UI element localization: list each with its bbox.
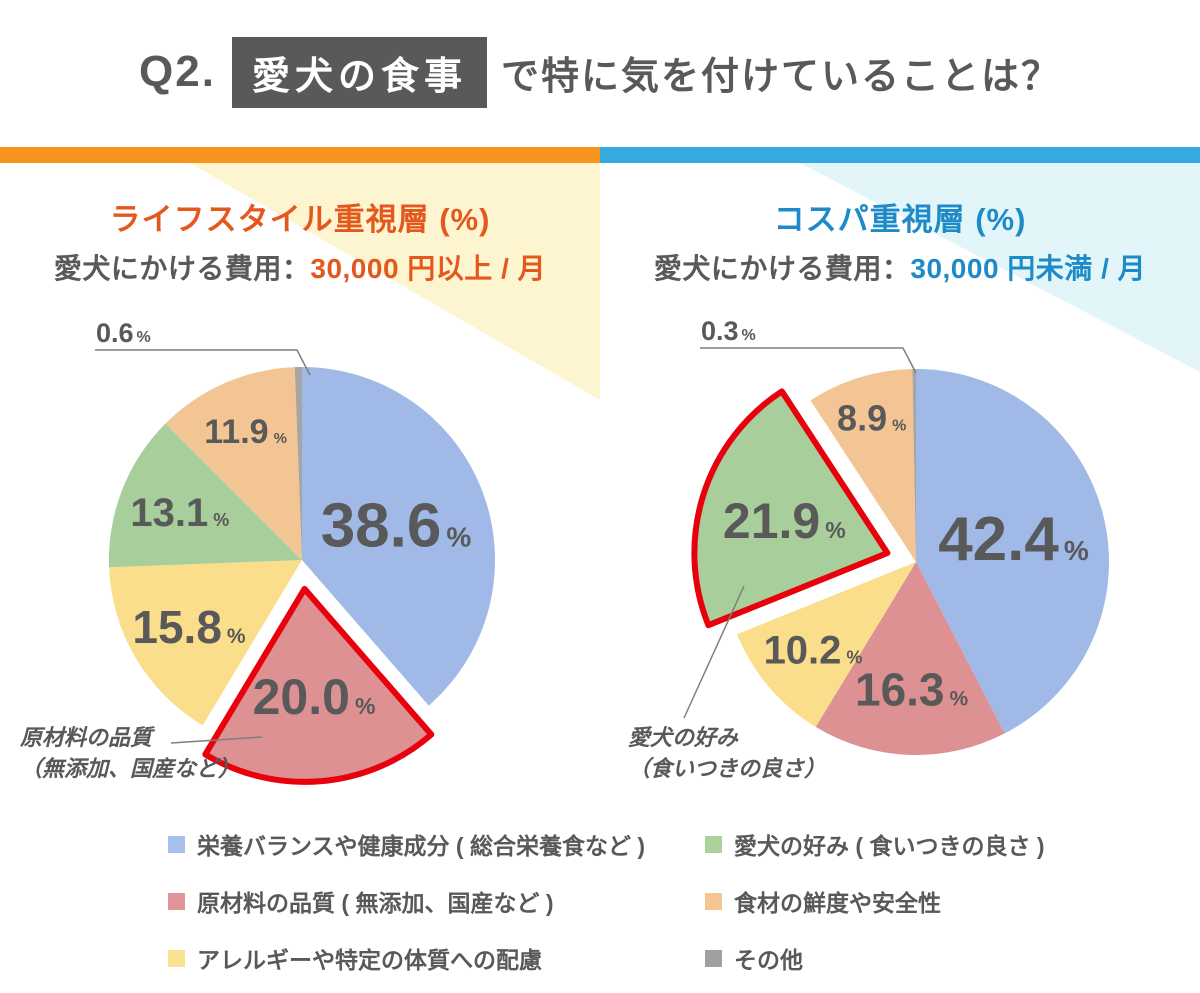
- leader-line: [95, 349, 311, 376]
- small-percent-label: 0.6%: [96, 318, 151, 348]
- legend-label: 原材料の品質 ( 無添加、国産など ): [197, 890, 554, 916]
- left-callout-label: 原材料の品質 （無添加、国産など）: [20, 722, 240, 784]
- left-callout-line2: （無添加、国産など）: [20, 756, 241, 781]
- question-header: Q2. 愛犬の食事 で特に気を付けていることは？: [0, 36, 1200, 108]
- left-panel-subtitle: 愛犬にかける費用：30,000 円以上 / 月: [0, 247, 600, 287]
- question-highlight-box: 愛犬の食事: [231, 36, 487, 108]
- pie-slice: [916, 369, 1109, 734]
- right-panel-subtitle: 愛犬にかける費用：30,000 円未満 / 月: [600, 247, 1200, 287]
- right-callout-label: 愛犬の好み （食いつきの良さ）: [628, 722, 826, 784]
- legend-swatch-blue: [168, 835, 185, 853]
- legend-label: アレルギーや特定の体質への配慮: [197, 947, 542, 973]
- pie-chart-0: 38.6 %20.0 %15.8 %13.1 %11.9 %0.6%: [95, 318, 496, 785]
- legend-swatch-red: [168, 892, 185, 910]
- right-subtitle-value: 30,000 円未満 / 月: [910, 253, 1147, 284]
- pie-slice: [108, 423, 302, 568]
- leader-line: [700, 347, 917, 374]
- legend-item: 愛犬の好み ( 食いつきの良さ ): [705, 827, 1045, 861]
- question-number: Q2.: [139, 47, 216, 96]
- legend-swatch-yellow: [168, 949, 185, 967]
- pie-slice: [737, 562, 916, 727]
- legend-item: 原材料の品質 ( 無添加、国産など ): [168, 884, 645, 918]
- pie-slice: [165, 367, 302, 560]
- right-callout-line1: 愛犬の好み: [628, 725, 739, 750]
- legend: 栄養バランスや健康成分 ( 総合栄養食など ) 原材料の品質 ( 無添加、国産な…: [0, 827, 1200, 973]
- pie-chart-1: 42.4 %16.3 %10.2 %21.9 %8.9 %0.3%: [683, 316, 1109, 755]
- legend-item: その他: [705, 941, 1045, 975]
- legend-column-right: 愛犬の好み ( 食いつきの良さ ) 食材の鮮度や安全性 その他: [705, 827, 1045, 993]
- legend-label: 食材の鮮度や安全性: [734, 890, 941, 916]
- callout-leader-line: [170, 736, 263, 744]
- left-accent-triangle: [190, 163, 600, 400]
- legend-swatch-green: [705, 835, 722, 853]
- legend-swatch-orange: [705, 892, 722, 910]
- legend-item: 栄養バランスや健康成分 ( 総合栄養食など ): [168, 827, 645, 861]
- legend-label: その他: [734, 947, 803, 973]
- legend-swatch-gray: [705, 949, 722, 967]
- divider-bar-blue: [600, 147, 1200, 163]
- divider-bar-orange: [0, 147, 600, 163]
- left-callout-line1: 原材料の品質: [20, 725, 153, 750]
- percent-label: 13.1%: [130, 491, 229, 535]
- callout-leader-line: [683, 585, 745, 719]
- pie-slice: [302, 366, 496, 706]
- pie-slice: [810, 369, 916, 562]
- pie-slice: [912, 368, 916, 562]
- percent-label: 11.9%: [204, 413, 287, 451]
- right-panel-title: コスパ重視層 (%): [773, 202, 1027, 237]
- right-accent-triangle: [800, 163, 1200, 372]
- legend-column-left: 栄養バランスや健康成分 ( 総合栄養食など ) 原材料の品質 ( 無添加、国産な…: [168, 827, 645, 993]
- small-percent-label: 0.3%: [701, 316, 756, 346]
- right-callout-line2: （食いつきの良さ）: [628, 756, 827, 781]
- pie-slice: [691, 388, 891, 629]
- legend-label: 栄養バランスや健康成分 ( 総合栄養食など ): [197, 833, 646, 859]
- question-text: で特に気を付けていることは？: [500, 55, 1061, 98]
- pie-slice: [202, 585, 435, 785]
- right-subtitle-prefix: 愛犬にかける費用：: [653, 253, 911, 284]
- pie-slice: [294, 366, 302, 560]
- pie-slice: [815, 562, 1005, 755]
- pie-slice: [109, 560, 302, 726]
- left-panel-title: ライフスタイル重視層 (%): [109, 202, 491, 237]
- pie-charts-group: 38.6 %20.0 %15.8 %13.1 %11.9 %0.6 %42.4 %16.3 %1…: [95, 316, 1109, 785]
- left-subtitle-prefix: 愛犬にかける費用：: [53, 253, 311, 284]
- legend-item: 食材の鮮度や安全性: [705, 884, 1045, 918]
- legend-label: 愛犬の好み ( 食いつきの良さ ): [734, 833, 1045, 859]
- legend-item: アレルギーや特定の体質への配慮: [168, 941, 645, 975]
- left-subtitle-value: 30,000 円以上 / 月: [310, 253, 547, 284]
